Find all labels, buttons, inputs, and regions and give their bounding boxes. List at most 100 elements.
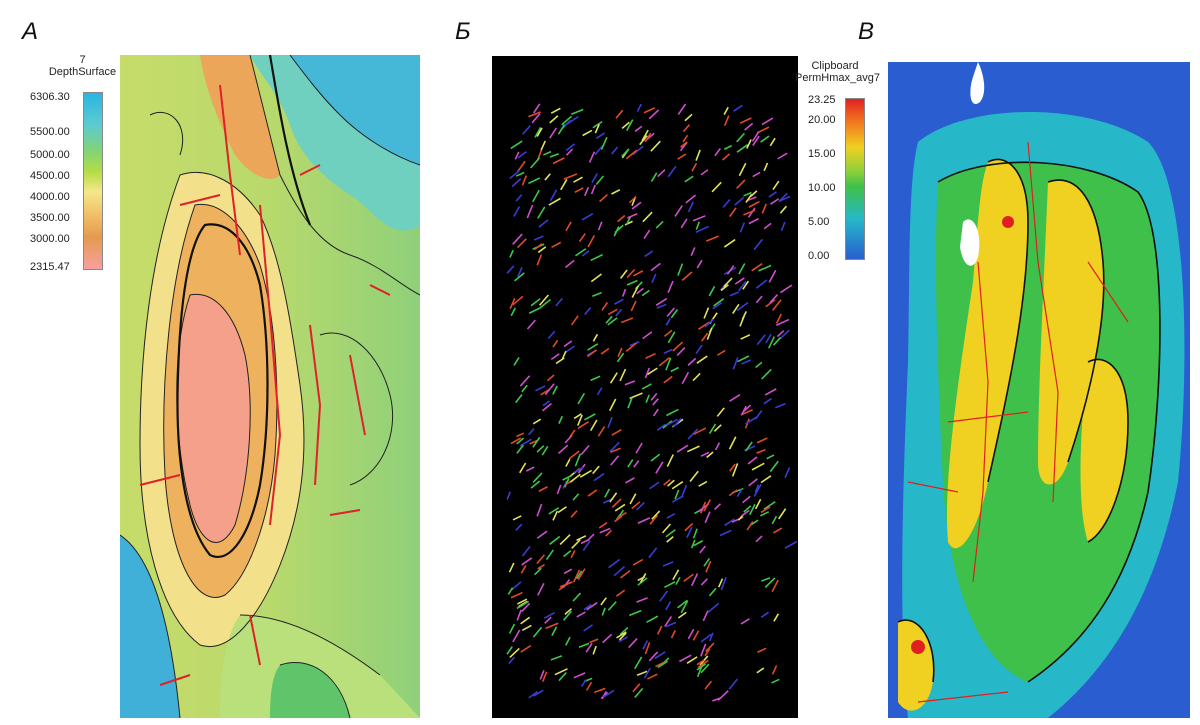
fracture-stick <box>595 132 606 140</box>
fracture-stick <box>580 539 590 545</box>
permeability-map <box>888 62 1190 718</box>
fracture-stick <box>584 186 590 197</box>
fracture-stick <box>678 654 692 663</box>
fracture-stick <box>771 515 778 525</box>
fracture-stick <box>698 480 708 487</box>
fracture-stick <box>580 444 590 456</box>
fracture-stick <box>534 567 542 576</box>
fracture-stick <box>572 493 580 501</box>
fracture-stick <box>655 461 664 474</box>
fracture-stick <box>619 626 629 635</box>
fracture-stick <box>617 214 626 223</box>
fracture-stick <box>510 307 517 317</box>
perm-legend-title-1: Clipboard <box>811 60 859 72</box>
fracture-stick <box>562 474 573 481</box>
fracture-stick <box>592 291 602 297</box>
fracture-stick <box>549 127 558 139</box>
fracture-stick <box>689 470 699 483</box>
fracture-stick <box>587 533 595 542</box>
fracture-stick <box>619 368 627 382</box>
fracture-stick <box>728 207 737 218</box>
fracture-stick <box>628 637 638 649</box>
fracture-stick <box>631 285 639 298</box>
perm-legend-title-2: PermHmax_avg7 <box>795 72 880 84</box>
fracture-stick <box>521 175 528 186</box>
fracture-stick <box>511 178 522 188</box>
fracture-stick <box>563 173 578 180</box>
fracture-stick <box>513 206 521 217</box>
fracture-stick <box>672 341 684 352</box>
fracture-stick <box>729 394 741 402</box>
fracture-stick <box>760 135 770 143</box>
fracture-stick <box>512 515 522 521</box>
fracture-stick <box>557 506 567 514</box>
fracture-stick <box>696 259 703 269</box>
fracture-stick <box>644 367 651 379</box>
fracture-stick <box>706 451 714 459</box>
fracture-stick <box>687 428 699 440</box>
fracture-stick <box>734 196 745 206</box>
fracture-stick <box>744 122 754 131</box>
fracture-stick <box>599 193 608 203</box>
fracture-stick <box>545 549 554 561</box>
fracture-stick <box>707 602 720 613</box>
fracture-stick <box>778 192 788 203</box>
fracture-stick <box>609 441 620 453</box>
fracture-stick <box>680 218 688 229</box>
fracture-stick <box>534 243 543 251</box>
fracture-stick <box>697 321 710 330</box>
depth-tick: 4500.00 <box>30 170 70 182</box>
fracture-stick <box>661 523 672 534</box>
fracture-stick <box>692 630 700 641</box>
fracture-stick <box>764 577 776 588</box>
fracture-stick <box>563 340 573 348</box>
fracture-stick <box>729 463 736 472</box>
fracture-stick <box>506 491 512 500</box>
fracture-stick <box>614 298 624 305</box>
fracture-stick <box>670 309 679 319</box>
fracture-stick <box>643 229 651 239</box>
fracture-stick <box>636 501 645 511</box>
fracture-stick <box>771 579 779 593</box>
fracture-stick <box>686 656 698 665</box>
fracture-stick <box>590 375 601 382</box>
fracture-stick <box>636 103 642 112</box>
fracture-stick <box>641 383 652 390</box>
panel-label-a: А <box>22 18 39 45</box>
fracture-stick <box>605 529 613 537</box>
fracture-stick <box>549 152 560 158</box>
fracture-stick <box>741 409 753 415</box>
fracture-stick <box>777 152 788 160</box>
fracture-stick <box>729 291 740 297</box>
fracture-stick <box>551 241 562 249</box>
fracture-stick <box>509 249 514 258</box>
fracture-stick <box>561 115 572 126</box>
fracture-stick <box>544 383 555 396</box>
fracture-stick <box>537 582 545 596</box>
fracture-stick <box>652 408 659 417</box>
fracture-stick <box>667 479 675 487</box>
fracture-stick <box>738 281 747 292</box>
fracture-stick <box>650 262 661 272</box>
fracture-stick <box>560 179 568 191</box>
fracture-stick <box>607 317 618 326</box>
fracture-stick <box>592 120 603 129</box>
fracture-stick <box>507 587 514 595</box>
fracture-stick <box>635 442 643 454</box>
fracture-stick <box>516 444 524 454</box>
fracture-stick <box>621 148 630 158</box>
fracture-stick <box>599 527 611 534</box>
fracture-stick <box>779 284 793 294</box>
fracture-stick <box>667 331 676 344</box>
fracture-stick <box>517 150 528 159</box>
fracture-stick <box>703 307 710 319</box>
depth-legend-title-1: 7 <box>79 54 86 66</box>
fracture-stick <box>756 126 770 134</box>
fracture-stick <box>655 297 668 306</box>
fracture-stick <box>525 466 535 472</box>
fracture-stick <box>778 508 787 520</box>
fracture-stick <box>751 263 763 272</box>
fracture-stick <box>536 254 543 266</box>
fracture-stick <box>605 315 613 324</box>
fracture-stick <box>565 143 576 152</box>
